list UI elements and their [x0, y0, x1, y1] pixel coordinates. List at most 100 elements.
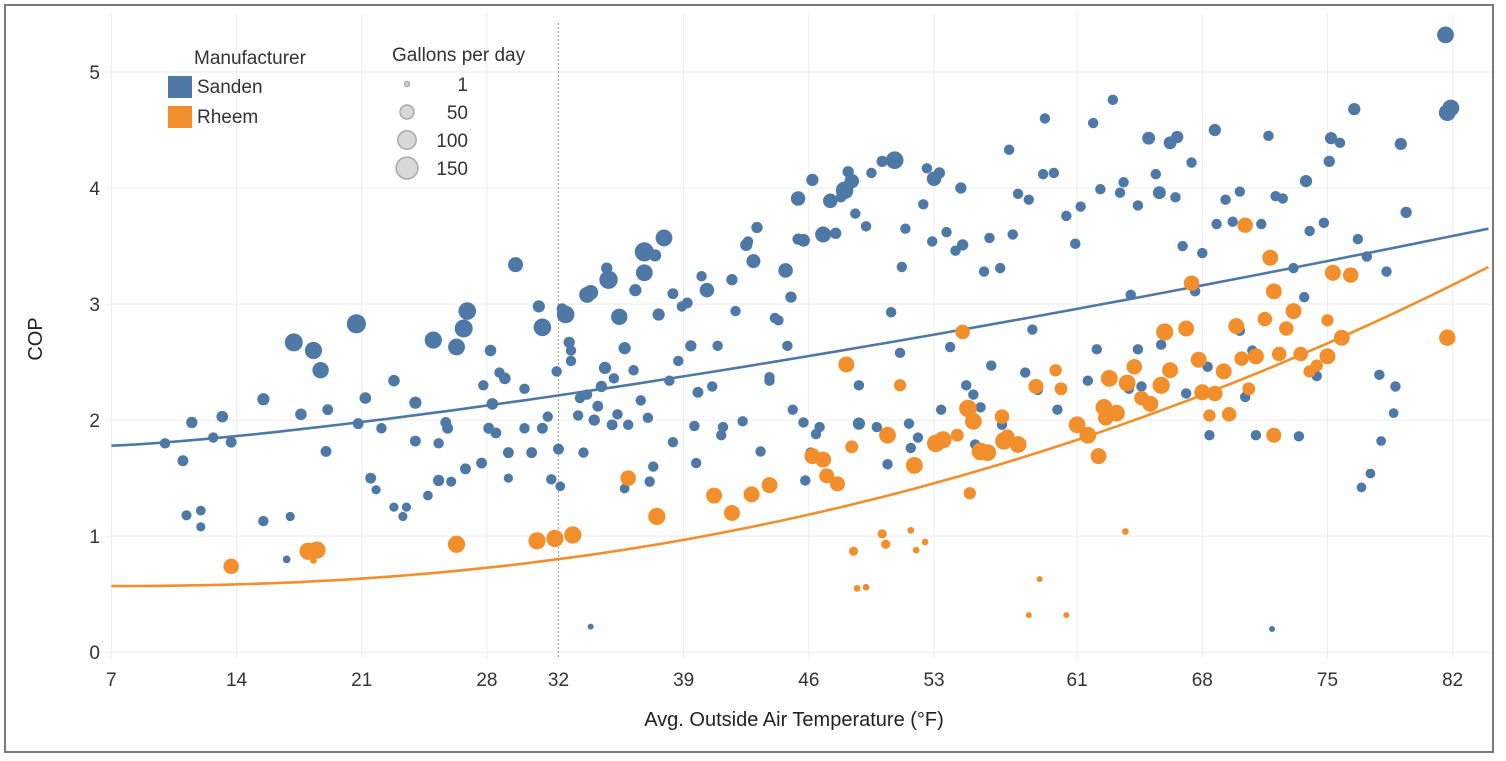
data-point-sanden[interactable] — [689, 420, 700, 432]
data-point-sanden[interactable] — [365, 472, 377, 484]
data-point-rheem[interactable] — [723, 504, 740, 521]
data-point-sanden[interactable] — [1208, 123, 1221, 137]
data-point-sanden[interactable] — [852, 417, 866, 430]
data-point-rheem[interactable] — [1142, 395, 1159, 412]
data-point-sanden[interactable] — [1136, 381, 1147, 392]
data-point-sanden[interactable] — [681, 297, 693, 309]
data-point-sanden[interactable] — [860, 221, 872, 232]
data-point-sanden[interactable] — [532, 300, 545, 313]
data-point-sanden[interactable] — [1304, 225, 1315, 237]
data-point-rheem[interactable] — [979, 444, 997, 462]
data-point-rheem[interactable] — [994, 409, 1010, 424]
data-point-rheem[interactable] — [648, 507, 666, 526]
data-point-rheem[interactable] — [853, 585, 861, 592]
data-point-sanden[interactable] — [642, 412, 654, 424]
data-point-rheem[interactable] — [1266, 427, 1282, 443]
data-point-sanden[interactable] — [1152, 186, 1166, 200]
data-point-sanden[interactable] — [1220, 194, 1231, 205]
data-point-rheem[interactable] — [877, 529, 887, 539]
data-point-sanden[interactable] — [460, 463, 471, 475]
data-point-sanden[interactable] — [699, 282, 715, 298]
data-point-sanden[interactable] — [1442, 99, 1460, 117]
data-point-sanden[interactable] — [933, 167, 946, 179]
data-point-sanden[interactable] — [1125, 289, 1136, 301]
data-point-sanden[interactable] — [371, 485, 381, 495]
data-point-sanden[interactable] — [216, 410, 229, 423]
data-point-sanden[interactable] — [1075, 201, 1086, 212]
data-point-sanden[interactable] — [533, 318, 552, 337]
data-point-rheem[interactable] — [620, 470, 636, 486]
data-point-sanden[interactable] — [618, 342, 631, 355]
data-point-rheem[interactable] — [912, 546, 920, 554]
data-point-sanden[interactable] — [581, 389, 593, 400]
data-point-sanden[interactable] — [555, 481, 566, 492]
data-point-sanden[interactable] — [968, 389, 979, 400]
data-point-sanden[interactable] — [956, 239, 969, 251]
data-point-rheem[interactable] — [1054, 382, 1068, 396]
data-point-sanden[interactable] — [208, 432, 219, 443]
data-point-sanden[interactable] — [667, 288, 679, 300]
data-point-sanden[interactable] — [423, 490, 433, 501]
data-point-rheem[interactable] — [1100, 369, 1118, 387]
data-point-sanden[interactable] — [1155, 339, 1167, 350]
data-point-rheem[interactable] — [1152, 376, 1170, 394]
data-point-rheem[interactable] — [1122, 528, 1129, 535]
data-point-sanden[interactable] — [563, 336, 575, 349]
data-point-sanden[interactable] — [398, 511, 408, 522]
data-point-sanden[interactable] — [866, 167, 877, 179]
data-point-sanden[interactable] — [446, 476, 457, 487]
data-point-rheem[interactable] — [1321, 314, 1334, 327]
data-point-sanden[interactable] — [1132, 200, 1144, 211]
data-point-rheem[interactable] — [1162, 362, 1179, 379]
data-point-sanden[interactable] — [612, 409, 623, 420]
data-point-sanden[interactable] — [440, 416, 452, 428]
data-point-sanden[interactable] — [896, 261, 908, 273]
data-point-sanden[interactable] — [696, 271, 707, 282]
data-point-rheem[interactable] — [1126, 359, 1143, 375]
data-point-sanden[interactable] — [1352, 233, 1364, 245]
data-point-rheem[interactable] — [1293, 346, 1308, 362]
data-point-rheem[interactable] — [1203, 409, 1216, 422]
data-point-sanden[interactable] — [853, 380, 865, 391]
data-point-sanden[interactable] — [1118, 177, 1129, 188]
data-point-sanden[interactable] — [955, 182, 967, 194]
data-point-rheem[interactable] — [1247, 348, 1264, 365]
data-point-sanden[interactable] — [295, 408, 307, 421]
data-point-sanden[interactable] — [1070, 238, 1081, 249]
data-point-sanden[interactable] — [587, 623, 594, 630]
data-point-rheem[interactable] — [815, 451, 832, 468]
legend-swatch-rheem[interactable] — [168, 106, 192, 128]
data-point-sanden[interactable] — [476, 457, 488, 469]
data-point-sanden[interactable] — [608, 373, 620, 384]
data-point-sanden[interactable] — [960, 380, 972, 391]
data-point-sanden[interactable] — [797, 233, 810, 247]
data-point-rheem[interactable] — [1324, 264, 1341, 281]
data-point-sanden[interactable] — [673, 355, 684, 367]
data-point-sanden[interactable] — [257, 393, 270, 406]
data-point-sanden[interactable] — [737, 416, 748, 427]
data-point-rheem[interactable] — [1319, 348, 1336, 365]
data-point-sanden[interactable] — [490, 427, 502, 439]
data-point-rheem[interactable] — [905, 456, 923, 474]
data-point-sanden[interactable] — [692, 386, 704, 398]
data-point-sanden[interactable] — [927, 236, 938, 247]
data-point-sanden[interactable] — [1348, 103, 1361, 116]
data-point-sanden[interactable] — [1114, 187, 1126, 198]
data-point-sanden[interactable] — [746, 254, 761, 269]
data-point-sanden[interactable] — [1197, 247, 1208, 259]
data-point-sanden[interactable] — [1324, 132, 1338, 145]
data-point-rheem[interactable] — [1190, 351, 1207, 368]
data-point-sanden[interactable] — [823, 193, 838, 209]
legend-label-rheem[interactable]: Rheem — [197, 107, 258, 128]
data-point-sanden[interactable] — [652, 308, 665, 321]
data-point-rheem[interactable] — [893, 379, 907, 392]
data-point-sanden[interactable] — [885, 306, 897, 318]
data-point-sanden[interactable] — [478, 380, 489, 391]
data-point-rheem[interactable] — [955, 324, 970, 340]
data-point-sanden[interactable] — [655, 229, 673, 247]
data-point-rheem[interactable] — [1242, 382, 1256, 396]
data-point-rheem[interactable] — [879, 426, 896, 444]
data-point-sanden[interactable] — [1180, 388, 1192, 399]
data-point-sanden[interactable] — [994, 262, 1006, 274]
data-point-rheem[interactable] — [1049, 364, 1062, 377]
